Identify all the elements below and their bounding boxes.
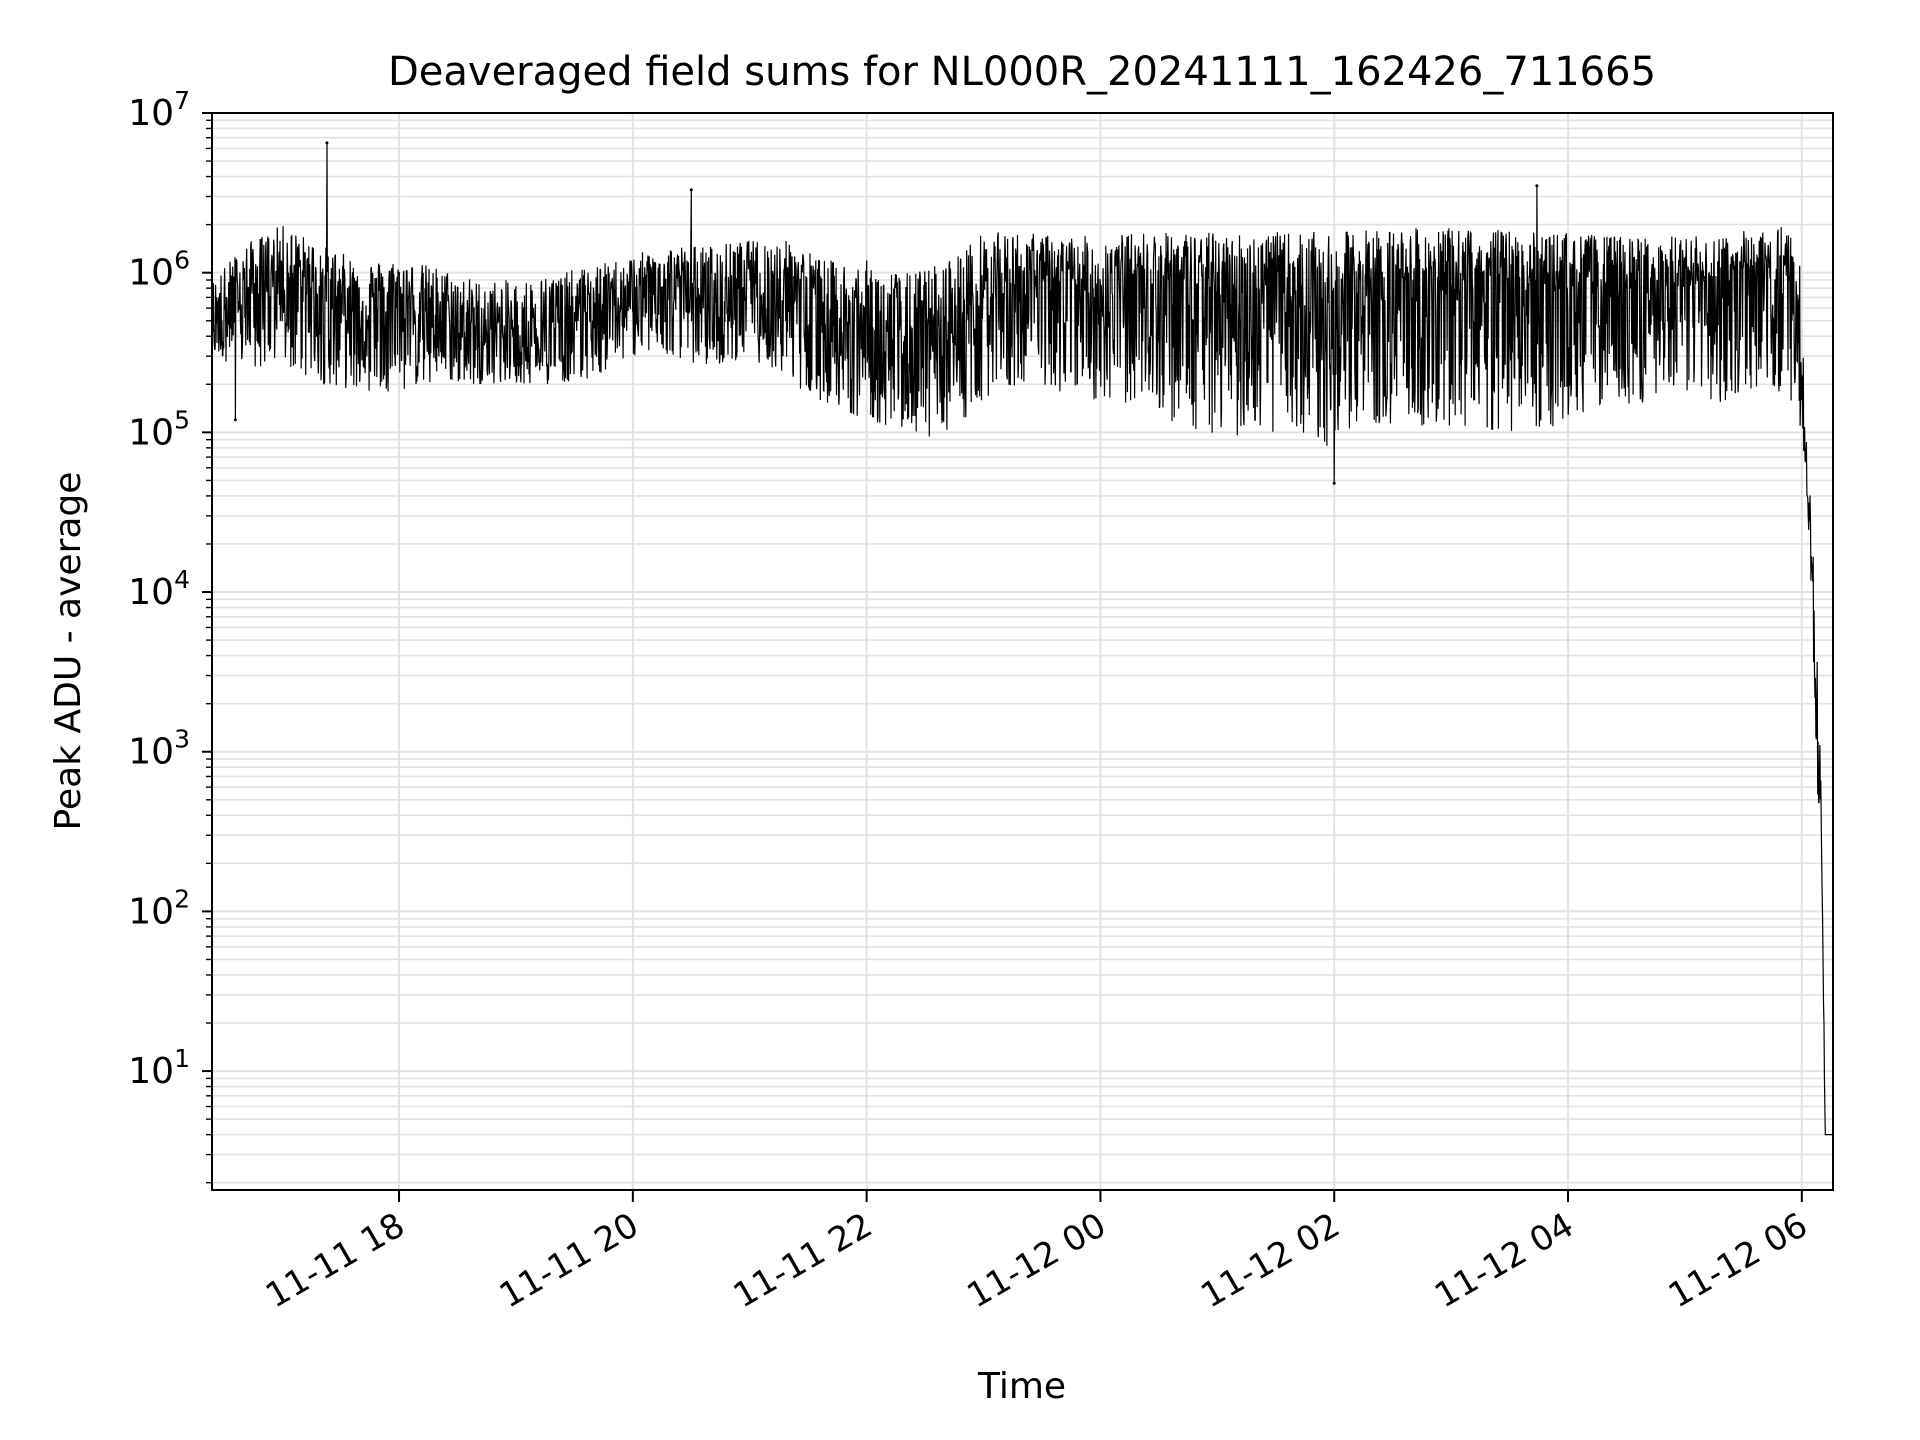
y-axis-label: Peak ADU - average: [48, 472, 89, 831]
x-axis-label: Time: [977, 1366, 1066, 1407]
y-tick-label: 104: [128, 565, 190, 613]
plot-frame: [211, 112, 1834, 1191]
annotation-point: [325, 141, 329, 145]
y-tick-label: 105: [128, 405, 190, 453]
chart-title: Deaveraged field sums for NL000R_2024111…: [388, 49, 1656, 95]
data-series: [211, 141, 1833, 1136]
series-line: [211, 142, 1833, 1136]
annotation-point: [689, 188, 693, 192]
y-tick-label: 101: [128, 1044, 190, 1092]
annotation-point: [233, 418, 237, 422]
y-tick-label: 107: [128, 86, 190, 134]
y-tick-label: 102: [128, 884, 190, 932]
y-tick-label: 103: [128, 725, 190, 773]
annotation-point: [1332, 481, 1336, 485]
annotation-point: [1535, 184, 1539, 188]
y-tick-label: 106: [128, 246, 190, 294]
